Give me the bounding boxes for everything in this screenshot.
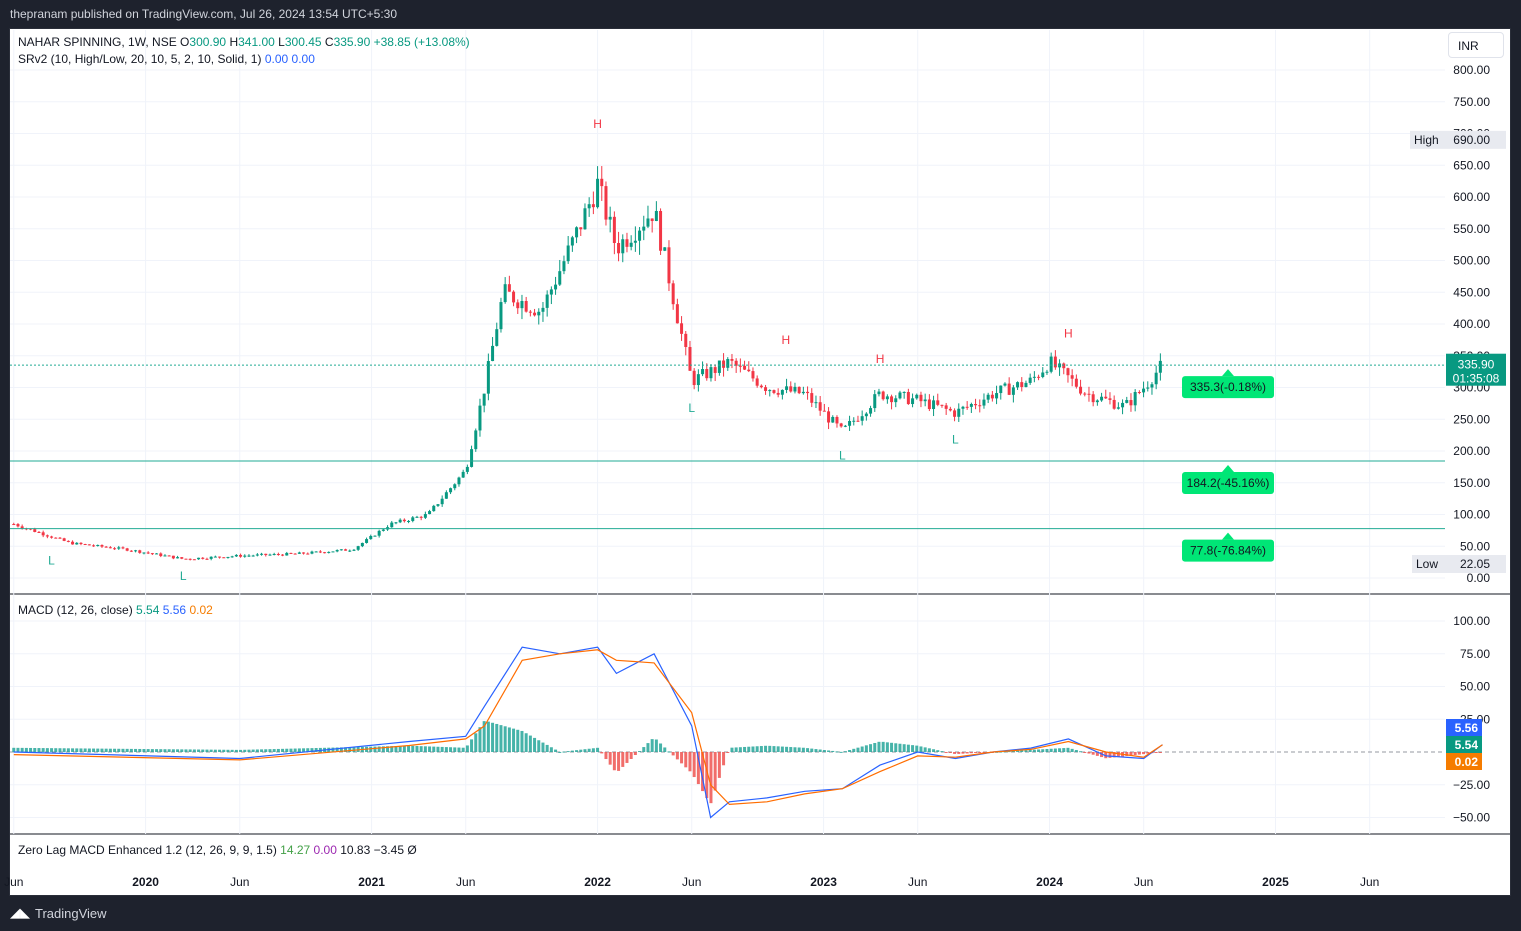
publisher-bar: thepranam published on TradingView.com, … xyxy=(0,0,1521,28)
change-value: +38.85 (+13.08%) xyxy=(373,35,470,49)
srv2-value-2: 0.00 xyxy=(291,52,315,66)
srv2-title: SRv2 (10, High/Low, 20, 10, 5, 2, 10, So… xyxy=(18,52,262,66)
macd-value-1: 5.54 xyxy=(136,603,160,617)
footer-bar: ◢◣ TradingView xyxy=(0,896,1521,931)
zlmacd-value-2: 0.00 xyxy=(313,843,337,857)
low-label: L xyxy=(278,35,285,49)
macd-value-3: 0.02 xyxy=(189,603,213,617)
low-value: 300.45 xyxy=(284,35,322,49)
symbol-label: NAHAR SPINNING, 1W, NSE xyxy=(18,35,177,49)
macd-value-2: 5.56 xyxy=(162,603,187,617)
high-value: 341.00 xyxy=(238,35,275,49)
chart-frame[interactable] xyxy=(9,28,1511,896)
open-label: O xyxy=(180,35,190,49)
zlmacd-value-4: −3.45 xyxy=(373,843,404,857)
high-label: H xyxy=(229,35,239,49)
publisher-text: thepranam published on TradingView.com, … xyxy=(10,7,398,21)
srv2-value-1: 0.00 xyxy=(264,52,289,66)
zlmacd-value-5: Ø xyxy=(407,843,417,857)
zlmacd-title: Zero Lag MACD Enhanced 1.2 (12, 26, 9, 9… xyxy=(18,843,277,857)
zlmacd-value-1: 14.27 xyxy=(280,843,311,857)
footer-brand: TradingView xyxy=(35,906,107,921)
macd-legend: MACD (12, 26, close) 5.54 5.56 0.02 xyxy=(18,603,213,617)
tradingview-logo[interactable]: ◢◣ TradingView xyxy=(10,906,107,921)
zlmacd-value-3: 10.83 xyxy=(340,843,371,857)
open-value: 300.90 xyxy=(189,35,227,49)
srv2-legend: SRv2 (10, High/Low, 20, 10, 5, 2, 10, So… xyxy=(18,52,315,66)
close-label: C xyxy=(324,35,334,49)
zlmacd-legend: Zero Lag MACD Enhanced 1.2 (12, 26, 9, 9… xyxy=(18,843,417,857)
price-legend: NAHAR SPINNING, 1W, NSE O300.90 H341.00 … xyxy=(18,35,470,49)
macd-title: MACD (12, 26, close) xyxy=(18,603,133,617)
close-value: 335.90 xyxy=(333,35,371,49)
tradingview-logo-icon: ◢◣ xyxy=(10,906,30,921)
currency-button[interactable]: INR xyxy=(1448,32,1504,58)
